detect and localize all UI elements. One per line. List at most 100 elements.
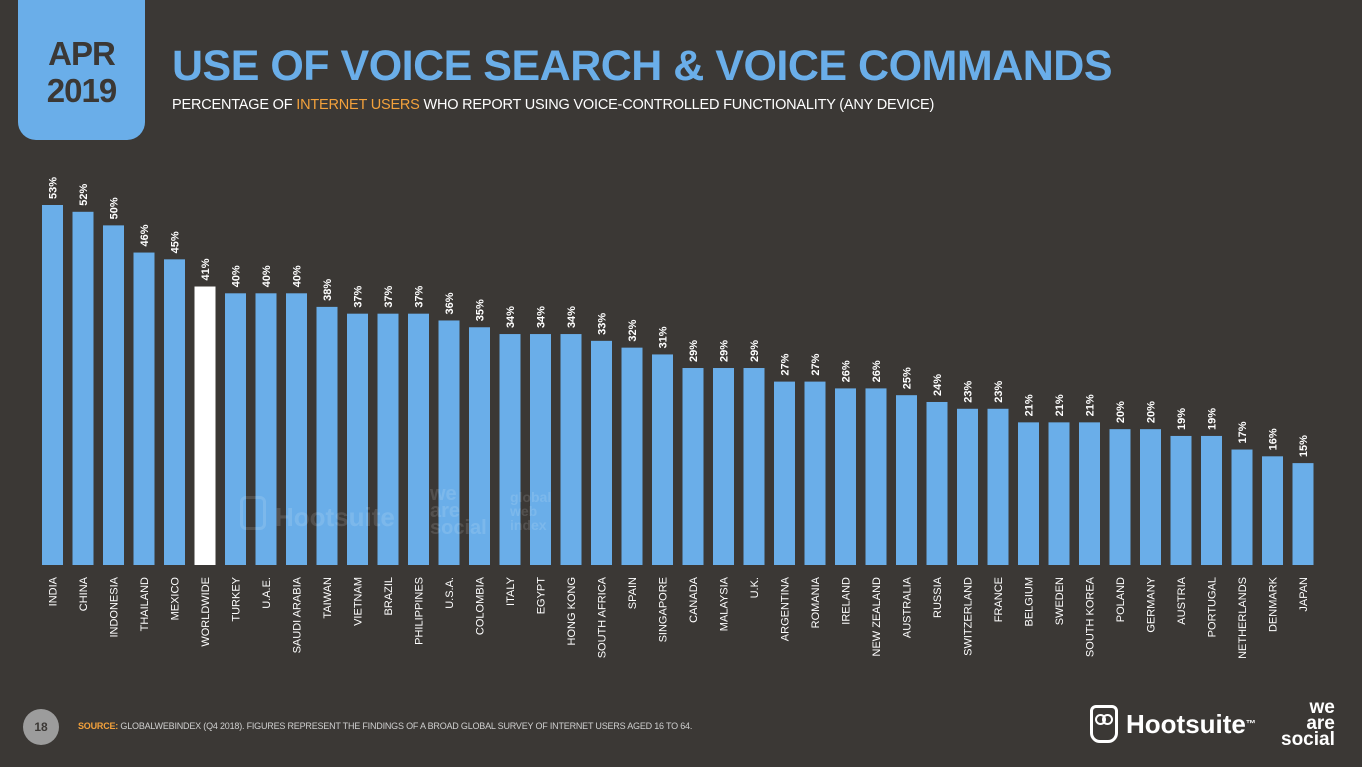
category-label: ITALY [505, 576, 517, 606]
bar-thailand [133, 252, 155, 565]
watermark-gwi: global web index [510, 490, 551, 532]
category-label: EGYPT [536, 577, 548, 615]
bar-india [42, 205, 63, 565]
value-label: 29% [719, 340, 731, 362]
value-label: 33% [597, 313, 609, 335]
bar-worldwide [194, 286, 216, 565]
category-label: DENMARK [1268, 576, 1280, 632]
category-label: INDIA [48, 576, 60, 606]
bar-south-korea [1079, 422, 1100, 565]
date-badge: APR 2019 [18, 0, 145, 140]
category-label: MALAYSIA [719, 576, 731, 631]
bar-romania [804, 381, 826, 565]
category-label: POLAND [1115, 577, 1127, 622]
category-label: CANADA [688, 576, 700, 623]
category-label: WORLDWIDE [200, 577, 212, 647]
bar-philippines [408, 313, 429, 565]
hootsuite-wordmark: Hootsuite [1126, 708, 1246, 739]
value-label: 45% [170, 231, 182, 253]
value-label: 20% [1115, 401, 1127, 423]
bar-sweden [1048, 422, 1070, 565]
bar-u-k- [743, 368, 765, 565]
bar-taiwan [316, 306, 338, 565]
value-label: 17% [1237, 421, 1249, 443]
page-subtitle: PERCENTAGE OF INTERNET USERS WHO REPORT … [172, 97, 934, 113]
owl-icon [1090, 705, 1118, 743]
watermark-owl-icon [240, 496, 266, 530]
value-label: 20% [1146, 401, 1158, 423]
bar-japan [1292, 463, 1314, 565]
bar-italy [499, 334, 521, 565]
category-label: INDONESIA [109, 576, 121, 637]
value-label: 40% [292, 265, 304, 287]
category-label: VIETNAM [353, 577, 365, 626]
source-label: SOURCE: [78, 721, 119, 731]
category-label: THAILAND [139, 577, 151, 631]
value-label: 37% [383, 285, 395, 307]
value-label: 26% [871, 360, 883, 382]
value-label: 46% [139, 224, 151, 246]
bar-austria [1170, 435, 1192, 565]
watermark-gwi-web: web [510, 503, 538, 519]
bar-spain [621, 347, 643, 565]
value-label: 29% [749, 340, 761, 362]
category-label: TAIWAN [322, 577, 334, 619]
value-label: 21% [1085, 394, 1097, 416]
subtitle-highlight: INTERNET USERS [296, 97, 420, 113]
value-label: 19% [1207, 408, 1219, 430]
bar-hong-kong [560, 334, 582, 565]
category-label: TURKEY [231, 576, 243, 621]
trademark-symbol: ™ [1245, 718, 1256, 730]
bar-russia [926, 401, 948, 565]
value-label: 37% [414, 285, 426, 307]
value-label: 34% [566, 306, 578, 328]
value-label: 23% [963, 381, 975, 403]
watermark-wearesocial: we are social [430, 483, 487, 538]
bar-ireland [835, 388, 856, 565]
bar-south-africa [591, 340, 612, 565]
bar-france [987, 408, 1009, 565]
bar-u-s-a- [438, 320, 460, 565]
category-label: IRELAND [841, 577, 853, 625]
source-note: SOURCE: GLOBALWEBINDEX (Q4 2018). FIGURE… [78, 721, 692, 731]
category-label: BELGIUM [1024, 577, 1036, 627]
bar-egypt [530, 334, 551, 565]
logo-we: we [1309, 697, 1335, 718]
bar-indonesia [103, 225, 124, 565]
subtitle-before: PERCENTAGE OF [172, 97, 297, 113]
watermark-hootsuite: Hootsuite [275, 502, 395, 532]
value-label: 21% [1054, 394, 1066, 416]
category-label: COLOMBIA [475, 576, 487, 635]
category-label: SAUDI ARABIA [292, 576, 304, 653]
category-label: SPAIN [627, 577, 639, 609]
category-label: HONG KONG [566, 577, 578, 645]
value-label: 32% [627, 319, 639, 341]
category-label: PHILIPPINES [414, 577, 426, 645]
value-label: 34% [536, 306, 548, 328]
bar-malaysia [713, 368, 734, 565]
bar-switzerland [957, 408, 978, 565]
page-title: USE OF VOICE SEARCH & VOICE COMMANDS [172, 42, 1113, 90]
value-label: 35% [475, 299, 487, 321]
watermark-we: we [430, 483, 457, 505]
category-label: U.K. [749, 577, 761, 598]
category-label: NETHERLANDS [1237, 577, 1249, 659]
value-label: 37% [353, 285, 365, 307]
value-label: 25% [902, 367, 914, 389]
watermark-gwi-index: index [510, 517, 547, 533]
badge-year: 2019 [46, 72, 117, 109]
bar-germany [1140, 429, 1161, 565]
watermark: Hootsuite we are social global web index [240, 480, 620, 550]
bar-mexico [164, 259, 185, 565]
value-label: 27% [810, 353, 822, 375]
badge-month: APR [48, 35, 116, 72]
category-label: ROMANIA [810, 576, 822, 628]
bar-netherlands [1231, 449, 1253, 565]
category-label: NEW ZEALAND [871, 577, 883, 657]
source-text: GLOBALWEBINDEX (Q4 2018). FIGURES REPRES… [118, 721, 693, 731]
category-label: SOUTH AFRICA [597, 576, 609, 658]
bar-singapore [652, 354, 673, 565]
category-label: RUSSIA [932, 576, 944, 618]
hootsuite-logo: Hootsuite ™ [1090, 705, 1256, 743]
